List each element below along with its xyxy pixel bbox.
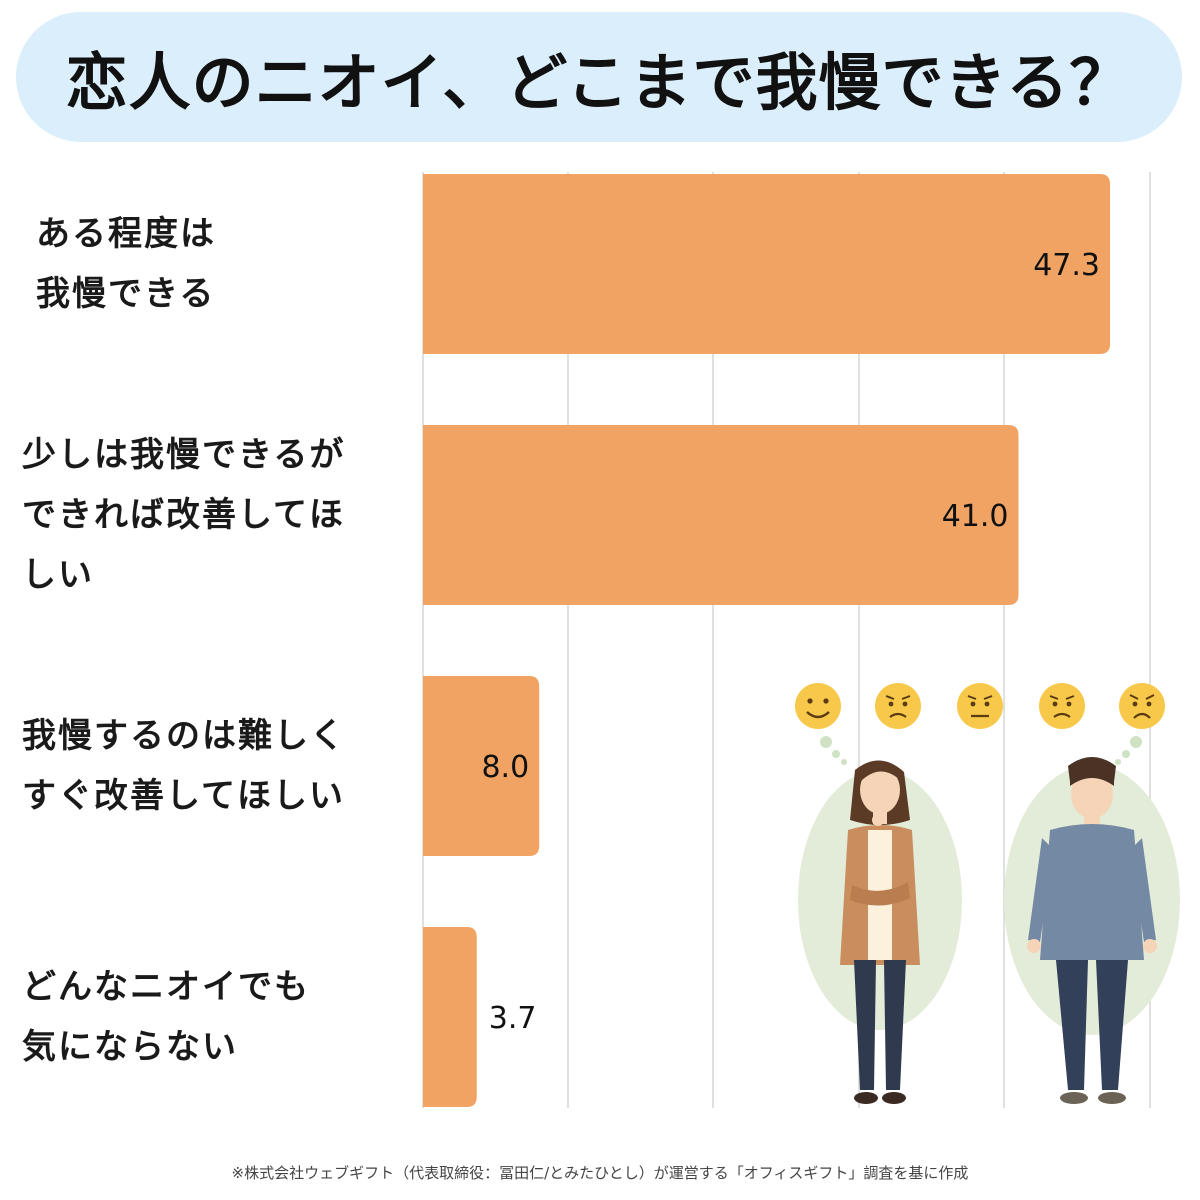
smile-face-icon bbox=[795, 683, 841, 729]
worried-face-icon bbox=[875, 683, 921, 729]
woman-figure bbox=[840, 760, 920, 1104]
category-label: どんなニオイでも 気にならない bbox=[22, 957, 402, 1077]
bar bbox=[423, 676, 540, 856]
uneasy-face-icon bbox=[957, 683, 1003, 729]
data-label: 47.3 bbox=[1033, 248, 1100, 283]
bar bbox=[423, 425, 1019, 605]
category-label-line: どんなニオイでも bbox=[22, 967, 310, 1007]
category-label-line: すぐ改善してほしい bbox=[22, 776, 345, 816]
chart-title: 恋人のニオイ、どこまで我慢できる？ bbox=[65, 46, 1133, 119]
category-label-line: しい bbox=[22, 555, 94, 595]
category-label-line: ある程度は bbox=[36, 214, 216, 254]
bar bbox=[423, 927, 477, 1107]
worried-face-icon bbox=[1039, 683, 1085, 729]
category-label: 少しは我慢できるが できれば改善してほ しい bbox=[22, 425, 402, 605]
thought-bubble-dots bbox=[820, 736, 1142, 765]
category-label-line: 少しは我慢できるが bbox=[22, 435, 346, 475]
data-label: 8.0 bbox=[481, 750, 529, 785]
bar bbox=[423, 174, 1110, 354]
sad-face-icon bbox=[1119, 683, 1165, 729]
title-banner: 恋人のニオイ、どこまで我慢できる？ bbox=[16, 12, 1182, 142]
couple-illustration bbox=[795, 683, 1180, 1104]
data-label: 3.7 bbox=[489, 1001, 537, 1036]
category-label-line: 我慢できる bbox=[36, 274, 216, 314]
category-label: ある程度は我慢できる bbox=[36, 204, 416, 324]
category-label-line: 我慢するのは難しく bbox=[22, 716, 346, 756]
footnote: ※株式会社ウェブギフト（代表取締役：冨田仁/とみたひとし）が運営する「オフィスギ… bbox=[231, 1164, 969, 1182]
category-label-line: できれば改善してほ bbox=[22, 495, 345, 535]
man-figure bbox=[1027, 757, 1157, 1104]
data-label: 41.0 bbox=[942, 499, 1009, 534]
category-label-line: 気にならない bbox=[22, 1027, 238, 1067]
category-label: 我慢するのは難しく すぐ改善してほしい bbox=[22, 706, 402, 826]
